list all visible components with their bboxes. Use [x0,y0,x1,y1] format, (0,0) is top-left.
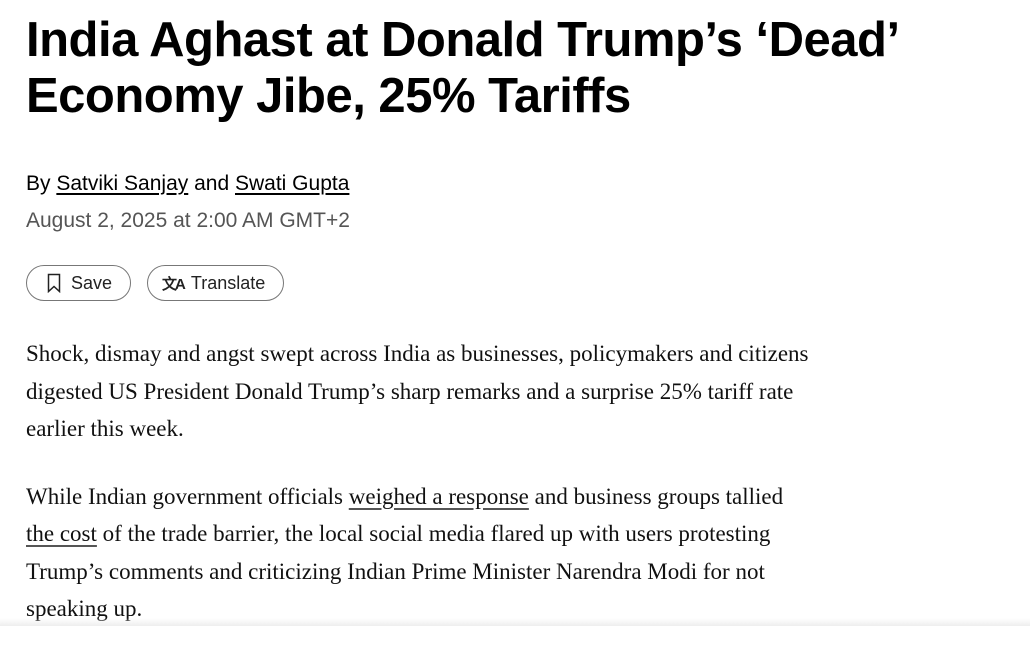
link-the-cost[interactable]: the cost [26,521,97,546]
save-label: Save [71,272,113,293]
publish-date: August 2, 2025 at 2:00 AM GMT+2 [26,209,350,232]
paragraph-text: and business groups tallied [528,483,784,509]
paragraph-text: While Indian government officials [26,483,349,509]
article-headline: India Aghast at Donald Trump’s ‘Dead’ Ec… [26,13,897,123]
paragraph-text: of the trade barrier, the local social m… [26,521,771,621]
paragraph-2: While Indian government officials weighe… [26,478,816,628]
translate-icon: 文A [162,275,186,293]
byline-joiner: and [194,172,230,195]
byline: By Satviki Sanjay and Swati Gupta [26,172,349,196]
link-weighed-a-response[interactable]: weighed a response [348,483,529,509]
author-link-swati-gupta[interactable]: Swati Gupta [235,172,350,195]
byline-prefix: By [26,172,51,195]
bookmark-icon [47,273,61,293]
save-button[interactable]: Save [26,265,132,301]
article-body: Shock, dismay and angst swept across Ind… [26,335,816,658]
translate-label: Translate [190,272,266,293]
article-actions: Save 文A Translate [26,265,285,301]
paragraph-1: Shock, dismay and angst swept across Ind… [26,341,809,441]
translate-button[interactable]: 文A Translate [147,265,285,301]
author-link-satviki-sanjay[interactable]: Satviki Sanjay [56,172,189,195]
bottom-fade [0,618,1030,626]
